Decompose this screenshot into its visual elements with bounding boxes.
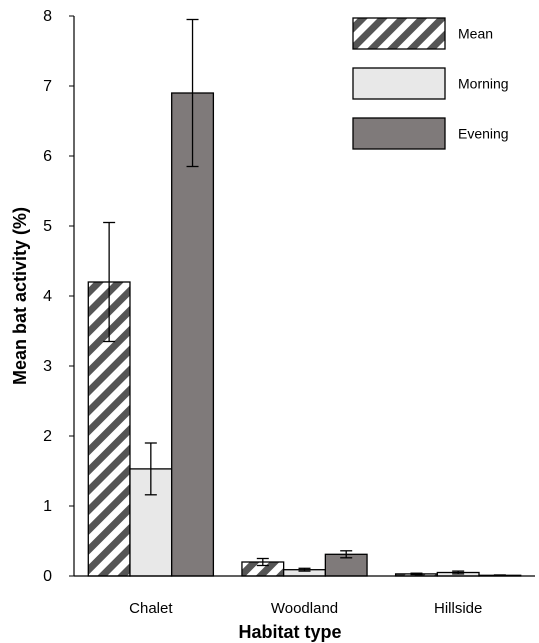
y-tick-label-4: 4 <box>43 288 52 305</box>
x-category-label-1: Woodland <box>271 600 338 617</box>
y-tick-label-6: 6 <box>43 148 52 165</box>
y-tick-label-5: 5 <box>43 218 52 235</box>
y-axis-title: Mean bat activity (%) <box>10 207 30 385</box>
y-tick-label-2: 2 <box>43 428 52 445</box>
y-tick-label-7: 7 <box>43 78 52 95</box>
legend-label-evening: Evening <box>458 126 509 142</box>
legend: Mean Morning Evening <box>352 17 509 150</box>
x-category-label-2: Hillside <box>434 600 482 617</box>
legend-swatch-morning <box>352 67 446 100</box>
y-tick-label-3: 3 <box>43 358 52 375</box>
y-axis-ticks: 0 1 2 3 4 5 6 7 8 <box>43 8 74 585</box>
y-tick-label-1: 1 <box>43 498 52 515</box>
y-tick-label-8: 8 <box>43 8 52 25</box>
x-axis-categories: Chalet Woodland Hillside <box>129 600 482 617</box>
y-tick-label-0: 0 <box>43 568 52 585</box>
x-category-label-0: Chalet <box>129 600 173 617</box>
legend-swatch-evening <box>352 117 446 150</box>
bars <box>87 92 522 577</box>
legend-label-mean: Mean <box>458 26 493 42</box>
legend-swatch-mean <box>352 17 446 50</box>
legend-label-morning: Morning <box>458 76 509 92</box>
error-bars <box>103 18 506 577</box>
x-axis-title: Habitat type <box>238 622 341 642</box>
